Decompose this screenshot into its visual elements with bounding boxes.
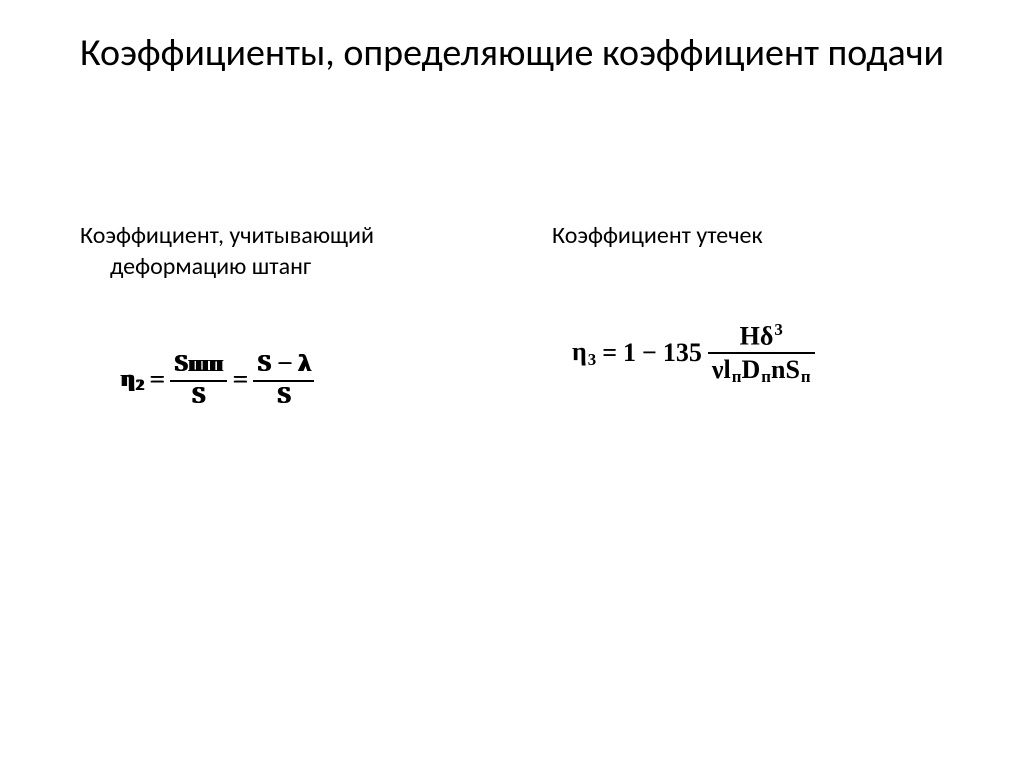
right-heading: Коэффициент утечек bbox=[552, 220, 964, 251]
eta-sub: 2 bbox=[134, 377, 143, 394]
left-formula-area: η2 = Sшп S = S − λ bbox=[80, 352, 482, 408]
left-heading: Коэффициент, учитывающий деформацию штан… bbox=[80, 220, 482, 282]
coef-135: 135 bbox=[663, 338, 702, 368]
minus: − bbox=[642, 338, 657, 368]
frac2-bar bbox=[253, 380, 314, 382]
slide-title: Коэффициенты, определяющие коэффициент п… bbox=[0, 30, 1024, 78]
frac1-den: S bbox=[187, 384, 209, 409]
fracR-bar bbox=[708, 352, 815, 354]
eta3-sub: 3 bbox=[587, 350, 596, 369]
den-n: n bbox=[771, 355, 785, 384]
den-l: l bbox=[724, 355, 731, 384]
equals-2: = bbox=[233, 367, 247, 394]
eta-symbol: η2 bbox=[120, 366, 143, 395]
fracR-den: νlпDпnSп bbox=[708, 356, 815, 386]
frac2-num-a: S bbox=[257, 351, 271, 377]
eta3: η bbox=[572, 337, 587, 366]
den-D: D bbox=[741, 355, 760, 384]
right-formula: η3 = 1 − 135 Hδ3 νlпDпnSп bbox=[572, 321, 815, 386]
frac2-num: S − λ bbox=[253, 352, 314, 377]
den-D-sub: п bbox=[760, 367, 771, 386]
den-l-sub: п bbox=[731, 367, 742, 386]
slide: Коэффициенты, определяющие коэффициент п… bbox=[0, 0, 1024, 767]
fraction-2: S − λ S bbox=[253, 352, 314, 408]
left-heading-line1: Коэффициент, учитывающий bbox=[80, 221, 374, 250]
fraction-1: Sшп S bbox=[170, 352, 227, 408]
eta: η bbox=[120, 366, 134, 392]
den-S: S bbox=[785, 355, 799, 384]
right-column: Коэффициент утечек η3 = 1 − 135 Hδ3 bbox=[512, 220, 1024, 409]
one: 1 bbox=[623, 338, 636, 368]
equals-r: = bbox=[602, 338, 617, 368]
right-formula-area: η3 = 1 − 135 Hδ3 νlпDпnSп bbox=[552, 321, 964, 386]
fraction-r: Hδ3 νlпDпnSп bbox=[708, 321, 815, 386]
den-nu: ν bbox=[712, 355, 724, 384]
frac2-num-b: λ bbox=[298, 351, 310, 377]
eta3-symbol: η3 bbox=[572, 337, 596, 369]
num-H: H bbox=[740, 321, 760, 350]
den-S-sub: п bbox=[800, 367, 811, 386]
left-heading-line2: деформацию штанг bbox=[80, 251, 482, 282]
num-exp: 3 bbox=[773, 320, 782, 339]
left-column: Коэффициент, учитывающий деформацию штан… bbox=[0, 220, 512, 409]
num-delta: δ bbox=[760, 321, 774, 350]
fracR-num: Hδ3 bbox=[736, 321, 787, 350]
frac1-num: Sшп bbox=[170, 352, 227, 377]
left-formula: η2 = Sшп S = S − λ bbox=[120, 352, 314, 408]
content-columns: Коэффициент, учитывающий деформацию штан… bbox=[0, 220, 1024, 409]
frac1-bar bbox=[170, 380, 227, 382]
frac2-den: S bbox=[272, 384, 294, 409]
equals-1: = bbox=[149, 367, 163, 394]
frac2-num-op: − bbox=[277, 351, 291, 377]
